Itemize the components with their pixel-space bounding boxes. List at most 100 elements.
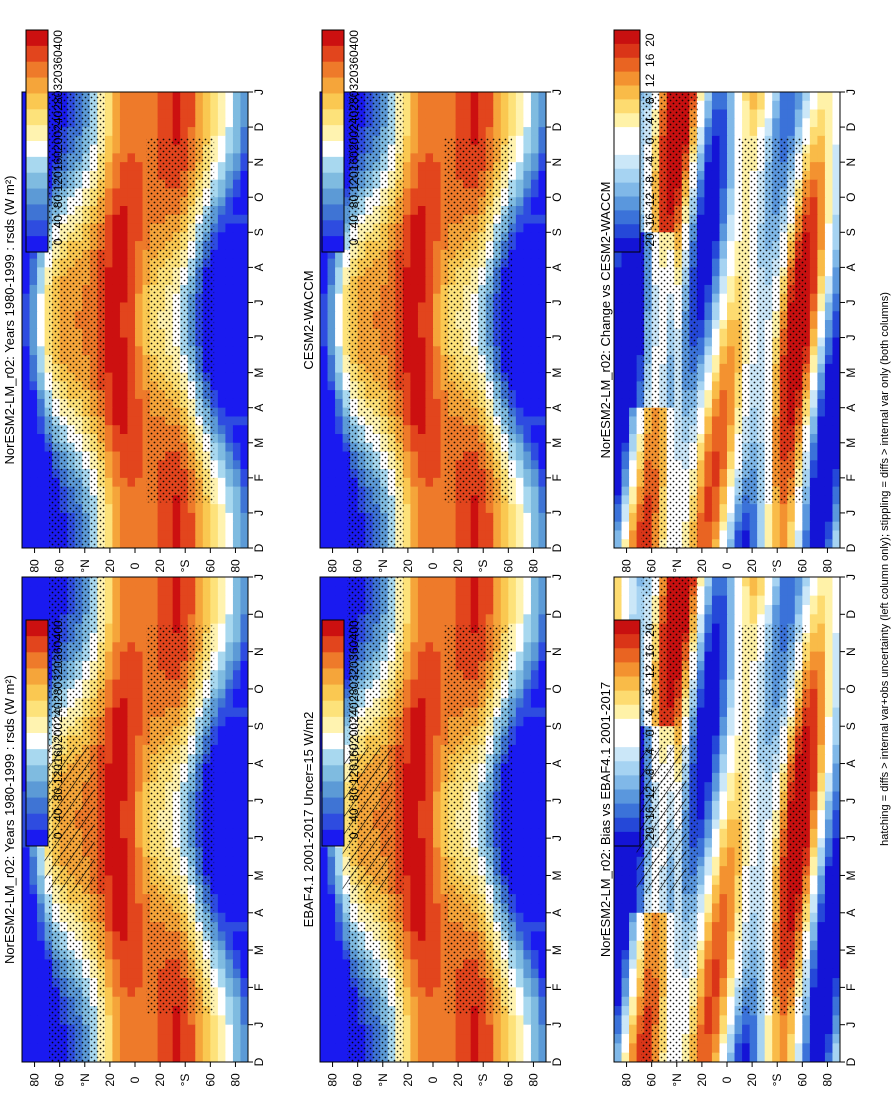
heatmap-cell [127, 539, 135, 548]
heatmap-cell [225, 1053, 233, 1063]
heatmap-cell [233, 495, 241, 504]
heatmap-cell [463, 1034, 471, 1044]
heatmap-cell [433, 987, 441, 997]
heatmap-cell [120, 726, 128, 736]
heatmap-cell [240, 364, 248, 373]
heatmap-cell [433, 92, 441, 101]
heatmap-cell [105, 642, 113, 652]
heatmap-cell [127, 416, 135, 425]
heatmap-cell [538, 764, 546, 774]
heatmap-cell [105, 708, 113, 718]
heatmap-cell [22, 294, 30, 303]
heatmap-cell [320, 941, 328, 951]
heatmap-cell [225, 754, 233, 764]
heatmap-cell [471, 101, 479, 110]
heatmap-cell [233, 206, 241, 215]
heatmap-cell [233, 913, 241, 923]
heatmap-cell [127, 698, 135, 708]
heatmap-cell [127, 941, 135, 951]
heatmap-cell [218, 866, 226, 876]
heatmap-cell [233, 276, 241, 285]
heatmap-cell [37, 259, 45, 268]
heatmap-cell [112, 118, 120, 127]
y-tick-label: 20 [103, 1073, 117, 1087]
colorbar-swatch [26, 798, 48, 815]
heatmap-cell [233, 425, 241, 434]
heatmap-cell [218, 478, 226, 487]
heatmap-cell [538, 820, 546, 830]
heatmap-cell [410, 1034, 418, 1044]
heatmap-cell [218, 188, 226, 197]
heatmap-cell [508, 1053, 516, 1063]
heatmap-cell [218, 285, 226, 294]
panel-title: EBAF4.1 2001-2017 Uncer=15 W/m2 [301, 712, 316, 928]
heatmap-cell [225, 408, 233, 417]
colorbar-label: 0 [347, 832, 361, 839]
heatmap-cell [433, 596, 441, 606]
x-tick-label: M [252, 870, 266, 880]
heatmap-cell [410, 801, 418, 811]
heatmap-cell [538, 829, 546, 839]
heatmap-cell [143, 110, 151, 119]
heatmap-cell [112, 180, 120, 189]
x-tick-label: M [252, 438, 266, 448]
heatmap-cell [218, 302, 226, 311]
heatmap-cell [135, 773, 143, 783]
heatmap-cell [120, 810, 128, 820]
heatmap-cell [403, 987, 411, 997]
heatmap-cell [233, 434, 241, 443]
heatmap-cell [538, 1034, 546, 1044]
heatmap-cell [112, 614, 120, 624]
heatmap-cell [240, 866, 248, 876]
x-tick-label: D [550, 610, 564, 619]
heatmap-cell [523, 913, 531, 923]
heatmap-cell [135, 443, 143, 452]
heatmap-cell [30, 487, 38, 496]
heatmap-cell [486, 1015, 494, 1025]
heatmap-cell [22, 311, 30, 320]
heatmap-cell [105, 726, 113, 736]
heatmap-cell [165, 522, 173, 531]
heatmap-cell [523, 577, 531, 587]
heatmap-cell [135, 276, 143, 285]
heatmap-cell [105, 206, 113, 215]
heatmap-cell [233, 346, 241, 355]
heatmap-cell [218, 820, 226, 830]
heatmap-cell [441, 1025, 449, 1035]
heatmap-cell [448, 1015, 456, 1025]
heatmap-cell [403, 642, 411, 652]
heatmap-cell [135, 145, 143, 154]
heatmap-cell [188, 586, 196, 596]
heatmap-cell [105, 478, 113, 487]
heatmap-cell [120, 717, 128, 727]
heatmap-cell [195, 504, 203, 513]
heatmap-cell [240, 232, 248, 241]
heatmap-cell [233, 614, 241, 624]
heatmap-cell [320, 875, 328, 885]
heatmap-cell [328, 997, 336, 1007]
x-tick-label: J [252, 335, 266, 341]
heatmap-cell [218, 1043, 226, 1053]
heatmap-cell [158, 1043, 166, 1053]
heatmap-cell [240, 978, 248, 988]
heatmap-cell [105, 941, 113, 951]
heatmap-cell [320, 931, 328, 941]
heatmap-cell [210, 1015, 218, 1025]
heatmap-cell [410, 577, 418, 587]
y-tick-label: 20 [103, 559, 117, 573]
heatmap-cell [425, 764, 433, 774]
x-tick-label: D [252, 1057, 266, 1066]
heatmap-cell [240, 894, 248, 904]
heatmap-cell [22, 443, 30, 452]
heatmap-cell [225, 642, 233, 652]
heatmap-cell [233, 145, 241, 154]
colorbar-swatch [322, 685, 344, 702]
heatmap-cell [233, 478, 241, 487]
heatmap-cell [37, 381, 45, 390]
heatmap-cell [523, 875, 531, 885]
heatmap-cell [531, 92, 539, 101]
heatmap-cell [120, 364, 128, 373]
heatmap-cell [225, 118, 233, 127]
heatmap-cell [471, 605, 479, 615]
